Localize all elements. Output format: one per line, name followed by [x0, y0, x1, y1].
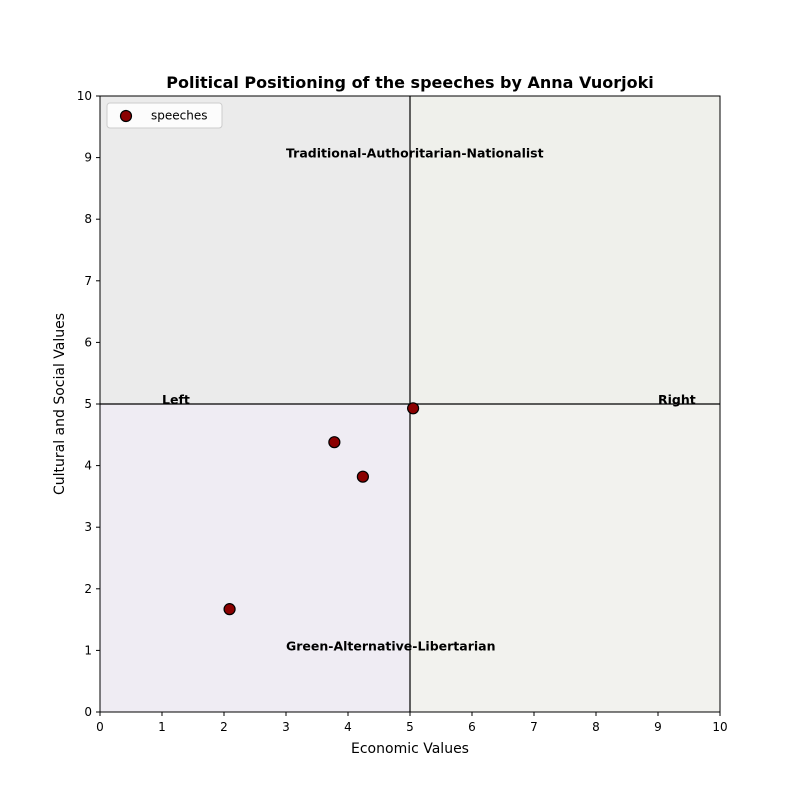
y-tick-label: 7: [84, 274, 92, 288]
quadrant-bottom-right: [410, 404, 720, 712]
quadrant-annotation: Right: [658, 392, 696, 407]
scatter-point: [223, 603, 236, 616]
y-tick-label: 4: [84, 459, 92, 473]
quadrant-annotation: Green-Alternative-Libertarian: [286, 638, 496, 653]
y-tick-label: 6: [84, 335, 92, 349]
x-tick-label: 8: [592, 720, 600, 734]
quadrant-bottom-left: [100, 404, 410, 712]
y-tick-label: 3: [84, 520, 92, 534]
scatter-point: [407, 402, 420, 415]
y-tick-label: 0: [84, 705, 92, 719]
legend-label: speeches: [151, 109, 207, 123]
chart-title: Political Positioning of the speeches by…: [166, 73, 653, 92]
y-tick-label: 2: [84, 582, 92, 596]
y-tick-label: 1: [84, 643, 92, 657]
y-axis-ticks: 0 1 2 3 4 5 6 7 8 9 10: [77, 89, 100, 719]
x-tick-label: 7: [530, 720, 538, 734]
y-tick-label: 8: [84, 212, 92, 226]
x-tick-label: 2: [220, 720, 228, 734]
scatter-point: [328, 436, 341, 449]
quadrant-top-left: [100, 96, 410, 404]
quadrant-annotation: Left: [162, 392, 190, 407]
quadrant-top-right: [410, 96, 720, 404]
x-axis-ticks: 0 1 2 3 4 5 6 7 8 9 10: [96, 712, 728, 734]
y-tick-label: 10: [77, 89, 92, 103]
legend-box: [106, 102, 223, 129]
data-points: [223, 402, 420, 616]
x-tick-label: 9: [654, 720, 662, 734]
legend: speeches: [106, 102, 223, 129]
quadrant-annotation: Traditional-Authoritarian-Nationalist: [286, 146, 544, 161]
y-tick-label: 5: [84, 397, 92, 411]
x-tick-label: 0: [96, 720, 104, 734]
legend-marker: [119, 109, 133, 123]
x-tick-label: 1: [158, 720, 166, 734]
x-tick-label: 5: [406, 720, 414, 734]
scatter-point: [356, 470, 369, 483]
x-tick-label: 4: [344, 720, 352, 734]
x-axis-label: Economic Values: [351, 741, 469, 757]
x-tick-label: 10: [712, 720, 727, 734]
quadrant-backgrounds: [100, 96, 720, 712]
x-tick-label: 3: [282, 720, 290, 734]
quadrant-annotations: Traditional-Authoritarian-Nationalist Gre…: [162, 146, 696, 654]
y-axis-label: Cultural and Social Values: [52, 313, 68, 495]
x-tick-label: 6: [468, 720, 476, 734]
y-tick-label: 9: [84, 151, 92, 165]
